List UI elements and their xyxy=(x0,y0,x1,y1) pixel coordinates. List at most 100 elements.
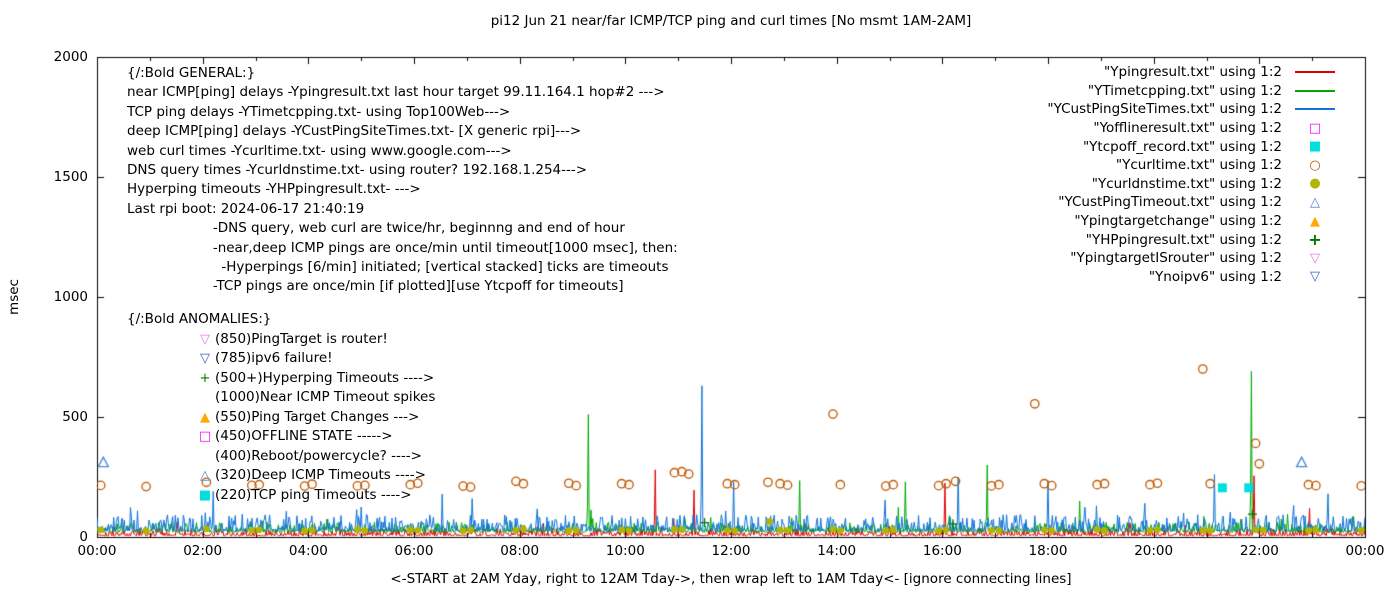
legend-entry: "Ycurldnstime.txt" using 1:2 ● xyxy=(1047,175,1340,194)
legend-label: "Ypingresult.txt" using 1:2 xyxy=(1104,64,1282,81)
anomaly-text: (500+)Hyperping Timeouts ----> xyxy=(215,369,435,386)
general-note-line: -DNS query, web curl are twice/hr, begin… xyxy=(127,220,625,237)
y-tick-label: 1000 xyxy=(53,289,88,305)
x-tick-label: 16:00 xyxy=(922,543,962,559)
triangle-open-icon: △ xyxy=(200,468,210,483)
tri-down-open-icon: ▽ xyxy=(200,351,210,366)
chart-title: pi12 Jun 21 near/far ICMP/TCP ping and c… xyxy=(490,13,972,29)
anomalies-heading: {/:Bold ANOMALIES:} xyxy=(127,311,272,327)
general-note-line: deep ICMP[ping] delays -YCustPingSiteTim… xyxy=(127,123,582,140)
x-axis-label: <-START at 2AM Yday, right to 12AM Tday-… xyxy=(390,571,1072,587)
triangle-open-glyph: △ xyxy=(1310,194,1320,210)
legend-line-sample xyxy=(1290,89,1340,92)
x-tick-label: 02:00 xyxy=(183,543,223,559)
anomaly-line: □ (450)OFFLINE STATE -----> xyxy=(127,427,435,447)
x-tick-label: 12:00 xyxy=(711,543,751,559)
general-notes: {/:Bold GENERAL:} near ICMP[ping] delays … xyxy=(127,64,678,297)
general-note-line: DNS query times -Ycurldnstime.txt- using… xyxy=(127,162,588,179)
y-tick-label: 500 xyxy=(62,409,88,425)
general-note-line: -near,deep ICMP pings are once/min until… xyxy=(127,239,678,256)
circle-filled-icon: ● xyxy=(1290,177,1340,190)
legend-label: "Yofflineresult.txt" using 1:2 xyxy=(1093,120,1282,137)
legend-entry: "Ypingtargetchange" using 1:2 ▲ xyxy=(1047,212,1340,231)
triangle-filled-glyph: ▲ xyxy=(1310,213,1320,229)
general-note-line: {/:Bold GENERAL:} xyxy=(127,65,256,81)
general-note-line: -TCP pings are once/min [if plotted][use… xyxy=(127,278,624,295)
anomaly-line: + (500+)Hyperping Timeouts ----> xyxy=(127,369,435,389)
anomaly-notes: {/:Bold ANOMALIES:} ▽ (850)PingTarget is r… xyxy=(127,310,435,505)
anomaly-line: △ (320)Deep ICMP Timeouts ----> xyxy=(127,466,435,486)
triangle-filled-icon: ▲ xyxy=(200,409,210,425)
y-tick-label: 0 xyxy=(79,529,88,545)
x-tick-label: 04:00 xyxy=(288,543,328,559)
tri-down-open-icon: ▽ xyxy=(1290,270,1340,283)
general-note-line: near ICMP[ping] delays -Ypingresult.txt … xyxy=(127,84,665,101)
general-note-line: web curl times -Ycurltime.txt- using www… xyxy=(127,142,512,159)
anomaly-line: (1000)Near ICMP Timeout spikes xyxy=(127,388,435,408)
legend-label: "YpingtargetISrouter" using 1:2 xyxy=(1070,250,1282,267)
anomaly-text: (785)ipv6 failure! xyxy=(215,350,333,366)
legend-entry: "YCustPingTimeout.txt" using 1:2 △ xyxy=(1047,193,1340,212)
legend-label: "YCustPingTimeout.txt" using 1:2 xyxy=(1058,194,1282,211)
anomaly-text: (850)PingTarget is router! xyxy=(215,330,388,347)
legend-line-sample xyxy=(1290,71,1340,74)
anomaly-line: ■ (220)TCP ping Timeouts ----> xyxy=(127,486,435,506)
legend-label: "Ynoipv6" using 1:2 xyxy=(1148,268,1282,285)
anomaly-text: (220)TCP ping Timeouts ----> xyxy=(215,486,412,503)
legend-entry: "YpingtargetISrouter" using 1:2 ▽ xyxy=(1047,249,1340,268)
legend-entry: "YHPpingresult.txt" using 1:2 + xyxy=(1047,230,1340,249)
tri-down-open-glyph: ▽ xyxy=(1310,269,1320,285)
square-open-icon: □ xyxy=(198,429,212,444)
general-note-line: -Hyperpings [6/min] initiated; [vertical… xyxy=(127,259,669,276)
square-filled-glyph: ■ xyxy=(1308,139,1322,155)
anomaly-line: ▲ (550)Ping Target Changes ---> xyxy=(127,408,435,428)
anomaly-text: (320)Deep ICMP Timeouts ----> xyxy=(215,467,426,483)
legend-line-swatch xyxy=(1295,71,1335,74)
y-tick-label: 1500 xyxy=(53,169,88,185)
anomaly-line: ▽ (850)PingTarget is router! xyxy=(127,330,435,350)
y-tick-label: 2000 xyxy=(53,49,88,65)
legend-entry: "YTimetcpping.txt" using 1:2 xyxy=(1047,82,1340,101)
plus-icon: + xyxy=(199,370,211,386)
legend-label: "Ycurltime.txt" using 1:2 xyxy=(1115,157,1282,174)
triangle-filled-icon: ▲ xyxy=(1290,215,1340,228)
x-tick-label: 22:00 xyxy=(1239,543,1279,559)
legend-label: "Ypingtargetchange" using 1:2 xyxy=(1074,213,1282,230)
legend-entry: "YCustPingSiteTimes.txt" using 1:2 xyxy=(1047,100,1340,119)
tri-down-open-glyph: ▽ xyxy=(1310,250,1320,266)
legend-line-sample xyxy=(1290,108,1340,111)
x-tick-label: 00:00 xyxy=(1345,543,1385,559)
circle-open-icon: ○ xyxy=(1290,159,1340,172)
x-tick-label: 08:00 xyxy=(500,543,540,559)
x-tick-label: 10:00 xyxy=(605,543,645,559)
x-tick-label: 20:00 xyxy=(1134,543,1174,559)
anomaly-text: (1000)Near ICMP Timeout spikes xyxy=(215,389,436,405)
legend-line-swatch xyxy=(1295,89,1335,92)
square-filled-icon: ■ xyxy=(1290,140,1340,153)
legend-label: "Ytcpoff_record.txt" using 1:2 xyxy=(1082,138,1282,155)
anomaly-line: ▽ (785)ipv6 failure! xyxy=(127,349,435,369)
general-note-line: TCP ping delays -YTimetcpping.txt- using… xyxy=(127,103,511,120)
general-note-line: Hyperping timeouts -YHPpingresult.txt- -… xyxy=(127,181,421,198)
legend-label: "Ycurldnstime.txt" using 1:2 xyxy=(1091,175,1282,192)
x-tick-label: 18:00 xyxy=(1028,543,1068,559)
legend-line-swatch xyxy=(1295,108,1335,111)
tri-down-open-icon: ▽ xyxy=(1290,252,1340,265)
legend: "Ypingresult.txt" using 1:2 "YTimetcpping… xyxy=(1047,63,1340,286)
x-tick-label: 06:00 xyxy=(394,543,434,559)
anomaly-text: (400)Reboot/powercycle? ----> xyxy=(215,447,422,464)
plus-icon: + xyxy=(1290,231,1340,248)
y-axis-label: msec xyxy=(6,279,22,315)
square-filled-icon: ■ xyxy=(198,487,212,503)
legend-label: "YHPpingresult.txt" using 1:2 xyxy=(1085,231,1282,248)
anomaly-text: (550)Ping Target Changes ---> xyxy=(215,408,420,425)
legend-entry: "Ynoipv6" using 1:2 ▽ xyxy=(1047,268,1340,287)
legend-label: "YCustPingSiteTimes.txt" using 1:2 xyxy=(1047,101,1282,118)
circle-filled-glyph: ● xyxy=(1309,176,1321,192)
anomaly-text: (450)OFFLINE STATE -----> xyxy=(215,428,393,444)
tri-down-open-icon: ▽ xyxy=(200,331,210,347)
square-open-glyph: □ xyxy=(1308,120,1322,136)
triangle-open-icon: △ xyxy=(1290,196,1340,209)
square-open-icon: □ xyxy=(1290,122,1340,135)
